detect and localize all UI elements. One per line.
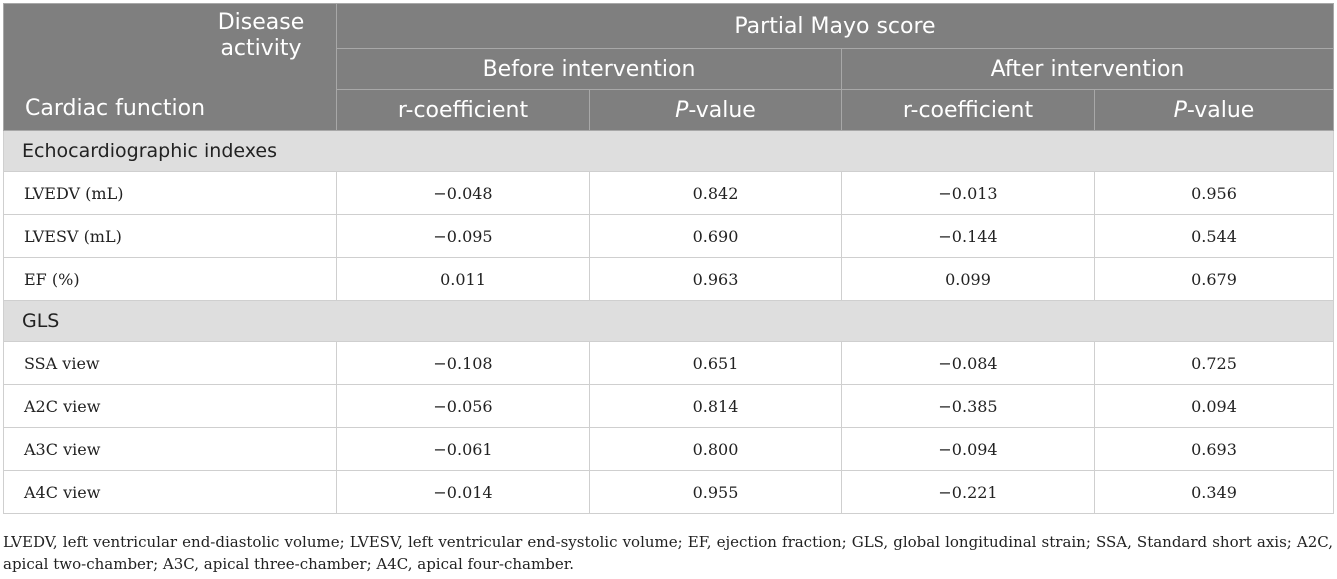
row-label: A2C view — [3, 384, 337, 428]
p-after-cell: 0.956 — [1094, 171, 1334, 215]
section-title: GLS — [3, 300, 1334, 342]
r-after-cell: −0.385 — [841, 384, 1095, 428]
section-row-echo: Echocardiographic indexes — [3, 130, 1334, 172]
p-before-cell: 0.955 — [589, 470, 842, 514]
row-label: A3C view — [3, 427, 337, 471]
section-title: Echocardiographic indexes — [3, 130, 1334, 172]
p-before-cell: 0.963 — [589, 257, 842, 301]
table-row: A4C view −0.014 0.955 −0.221 0.349 — [3, 470, 1334, 514]
p-value-after-header: P-value — [1094, 89, 1334, 131]
table-row: LVESV (mL) −0.095 0.690 −0.144 0.544 — [3, 214, 1334, 258]
table-row: SSA view −0.108 0.651 −0.084 0.725 — [3, 341, 1334, 385]
disease-activity-label: Disease activity — [217, 10, 305, 61]
r-before-cell: −0.108 — [336, 341, 590, 385]
p-after-cell: 0.094 — [1094, 384, 1334, 428]
p-before-cell: 0.800 — [589, 427, 842, 471]
before-intervention-header: Before intervention — [336, 48, 842, 90]
correlation-table: Disease activity Cardiac function Partia… — [3, 3, 1334, 514]
r-after-cell: −0.094 — [841, 427, 1095, 471]
corner-header: Disease activity Cardiac function — [3, 3, 337, 131]
p-before-cell: 0.842 — [589, 171, 842, 215]
r-before-cell: −0.061 — [336, 427, 590, 471]
row-label: LVEDV (mL) — [3, 171, 337, 215]
p-before-cell: 0.651 — [589, 341, 842, 385]
r-after-cell: −0.144 — [841, 214, 1095, 258]
p-before-cell: 0.690 — [589, 214, 842, 258]
after-intervention-header: After intervention — [841, 48, 1334, 90]
row-label: A4C view — [3, 470, 337, 514]
p-after-cell: 0.679 — [1094, 257, 1334, 301]
r-coefficient-before-header: r-coefficient — [336, 89, 590, 131]
p-after-cell: 0.693 — [1094, 427, 1334, 471]
row-label: SSA view — [3, 341, 337, 385]
table-row: LVEDV (mL) −0.048 0.842 −0.013 0.956 — [3, 171, 1334, 215]
p-after-cell: 0.544 — [1094, 214, 1334, 258]
r-before-cell: −0.048 — [336, 171, 590, 215]
table-row: A3C view −0.061 0.800 −0.094 0.693 — [3, 427, 1334, 471]
r-coefficient-after-header: r-coefficient — [841, 89, 1095, 131]
table-footnote: LVEDV, left ventricular end-diastolic vo… — [3, 533, 1333, 573]
r-before-cell: −0.014 — [336, 470, 590, 514]
r-before-cell: 0.011 — [336, 257, 590, 301]
table-row: EF (%) 0.011 0.963 0.099 0.679 — [3, 257, 1334, 301]
cardiac-function-label: Cardiac function — [25, 96, 206, 121]
row-label: EF (%) — [3, 257, 337, 301]
p-after-cell: 0.349 — [1094, 470, 1334, 514]
p-value-before-header: P-value — [589, 89, 842, 131]
p-before-cell: 0.814 — [589, 384, 842, 428]
row-label: LVESV (mL) — [3, 214, 337, 258]
table-row: A2C view −0.056 0.814 −0.385 0.094 — [3, 384, 1334, 428]
p-after-cell: 0.725 — [1094, 341, 1334, 385]
section-row-gls: GLS — [3, 300, 1334, 342]
r-after-cell: −0.013 — [841, 171, 1095, 215]
r-before-cell: −0.056 — [336, 384, 590, 428]
table-container: Disease activity Cardiac function Partia… — [3, 3, 1334, 514]
r-after-cell: −0.221 — [841, 470, 1095, 514]
r-before-cell: −0.095 — [336, 214, 590, 258]
partial-mayo-header: Partial Mayo score — [336, 3, 1334, 49]
r-after-cell: 0.099 — [841, 257, 1095, 301]
r-after-cell: −0.084 — [841, 341, 1095, 385]
